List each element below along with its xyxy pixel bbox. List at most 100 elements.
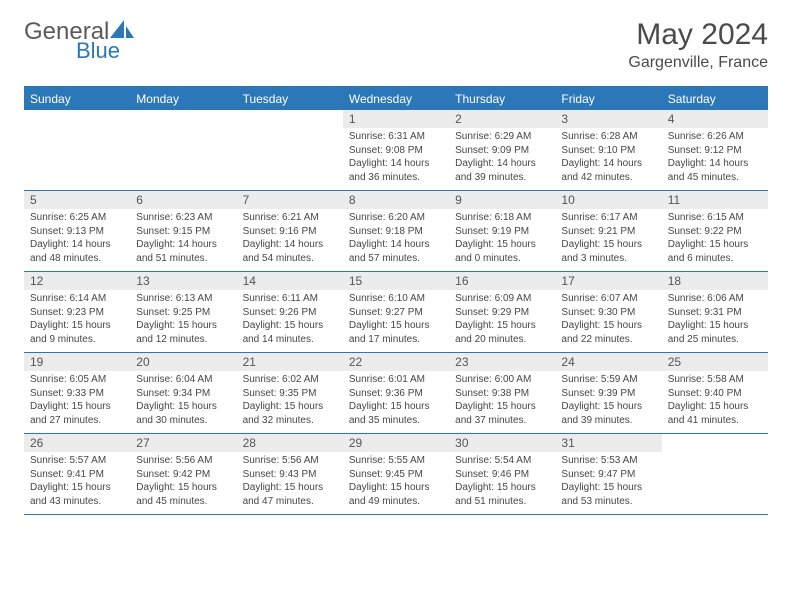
title-block: May 2024 Gargenville, France [628, 18, 768, 72]
sunset-text: Sunset: 9:31 PM [668, 306, 762, 320]
empty-day [237, 110, 343, 128]
week-row: 12Sunrise: 6:14 AMSunset: 9:23 PMDayligh… [24, 272, 768, 353]
day-cell: 23Sunrise: 6:00 AMSunset: 9:38 PMDayligh… [449, 353, 555, 433]
sunset-text: Sunset: 9:30 PM [561, 306, 655, 320]
day-cell: 25Sunrise: 5:58 AMSunset: 9:40 PMDayligh… [662, 353, 768, 433]
day-info: Sunrise: 5:54 AMSunset: 9:46 PMDaylight:… [449, 452, 555, 512]
day-cell [130, 110, 236, 190]
day-info: Sunrise: 6:14 AMSunset: 9:23 PMDaylight:… [24, 290, 130, 350]
day-info: Sunrise: 5:53 AMSunset: 9:47 PMDaylight:… [555, 452, 661, 512]
logo-text-blue: Blue [76, 38, 120, 64]
sunset-text: Sunset: 9:26 PM [243, 306, 337, 320]
day-number: 26 [24, 434, 130, 452]
day-info: Sunrise: 6:10 AMSunset: 9:27 PMDaylight:… [343, 290, 449, 350]
sunrise-text: Sunrise: 6:09 AM [455, 292, 549, 306]
day-number: 4 [662, 110, 768, 128]
day-cell [662, 434, 768, 514]
sunset-text: Sunset: 9:23 PM [30, 306, 124, 320]
daylight-text-2: and 36 minutes. [349, 171, 443, 185]
sunset-text: Sunset: 9:38 PM [455, 387, 549, 401]
daylight-text-1: Daylight: 14 hours [243, 238, 337, 252]
day-number: 28 [237, 434, 343, 452]
weekday-label: Tuesday [237, 88, 343, 110]
sunset-text: Sunset: 9:39 PM [561, 387, 655, 401]
day-cell: 5Sunrise: 6:25 AMSunset: 9:13 PMDaylight… [24, 191, 130, 271]
day-number: 27 [130, 434, 236, 452]
sunset-text: Sunset: 9:09 PM [455, 144, 549, 158]
sunrise-text: Sunrise: 5:55 AM [349, 454, 443, 468]
day-number: 2 [449, 110, 555, 128]
weekday-label: Thursday [449, 88, 555, 110]
day-info: Sunrise: 6:18 AMSunset: 9:19 PMDaylight:… [449, 209, 555, 269]
day-cell: 19Sunrise: 6:05 AMSunset: 9:33 PMDayligh… [24, 353, 130, 433]
week-row: 26Sunrise: 5:57 AMSunset: 9:41 PMDayligh… [24, 434, 768, 515]
day-cell: 24Sunrise: 5:59 AMSunset: 9:39 PMDayligh… [555, 353, 661, 433]
day-info: Sunrise: 5:58 AMSunset: 9:40 PMDaylight:… [662, 371, 768, 431]
day-info: Sunrise: 5:55 AMSunset: 9:45 PMDaylight:… [343, 452, 449, 512]
daylight-text-2: and 49 minutes. [349, 495, 443, 509]
day-number: 8 [343, 191, 449, 209]
day-number: 19 [24, 353, 130, 371]
daylight-text-2: and 30 minutes. [136, 414, 230, 428]
day-number: 17 [555, 272, 661, 290]
header: GeneralBlue May 2024 Gargenville, France [24, 18, 768, 72]
daylight-text-2: and 22 minutes. [561, 333, 655, 347]
calendar-page: GeneralBlue May 2024 Gargenville, France… [0, 0, 792, 533]
day-info: Sunrise: 6:09 AMSunset: 9:29 PMDaylight:… [449, 290, 555, 350]
empty-day [24, 110, 130, 128]
sunset-text: Sunset: 9:46 PM [455, 468, 549, 482]
sunset-text: Sunset: 9:22 PM [668, 225, 762, 239]
sunset-text: Sunset: 9:15 PM [136, 225, 230, 239]
day-number: 22 [343, 353, 449, 371]
day-cell: 30Sunrise: 5:54 AMSunset: 9:46 PMDayligh… [449, 434, 555, 514]
sunrise-text: Sunrise: 6:00 AM [455, 373, 549, 387]
weekday-label: Sunday [24, 88, 130, 110]
daylight-text-1: Daylight: 14 hours [561, 157, 655, 171]
logo-sail-icon [110, 20, 136, 40]
sunrise-text: Sunrise: 5:56 AM [136, 454, 230, 468]
day-number: 16 [449, 272, 555, 290]
location-label: Gargenville, France [628, 54, 768, 72]
day-info: Sunrise: 5:56 AMSunset: 9:43 PMDaylight:… [237, 452, 343, 512]
day-cell: 15Sunrise: 6:10 AMSunset: 9:27 PMDayligh… [343, 272, 449, 352]
daylight-text-1: Daylight: 15 hours [30, 319, 124, 333]
day-number: 7 [237, 191, 343, 209]
daylight-text-1: Daylight: 15 hours [668, 400, 762, 414]
day-number: 31 [555, 434, 661, 452]
day-cell: 4Sunrise: 6:26 AMSunset: 9:12 PMDaylight… [662, 110, 768, 190]
day-cell: 27Sunrise: 5:56 AMSunset: 9:42 PMDayligh… [130, 434, 236, 514]
daylight-text-2: and 6 minutes. [668, 252, 762, 266]
daylight-text-1: Daylight: 15 hours [455, 319, 549, 333]
weekday-header: SundayMondayTuesdayWednesdayThursdayFrid… [24, 88, 768, 110]
daylight-text-1: Daylight: 15 hours [243, 481, 337, 495]
daylight-text-2: and 41 minutes. [668, 414, 762, 428]
day-number: 29 [343, 434, 449, 452]
daylight-text-1: Daylight: 15 hours [349, 481, 443, 495]
day-cell: 10Sunrise: 6:17 AMSunset: 9:21 PMDayligh… [555, 191, 661, 271]
day-info: Sunrise: 6:28 AMSunset: 9:10 PMDaylight:… [555, 128, 661, 188]
empty-day [662, 434, 768, 452]
day-cell: 16Sunrise: 6:09 AMSunset: 9:29 PMDayligh… [449, 272, 555, 352]
sunrise-text: Sunrise: 6:15 AM [668, 211, 762, 225]
day-cell: 11Sunrise: 6:15 AMSunset: 9:22 PMDayligh… [662, 191, 768, 271]
daylight-text-1: Daylight: 15 hours [561, 238, 655, 252]
week-row: 19Sunrise: 6:05 AMSunset: 9:33 PMDayligh… [24, 353, 768, 434]
day-info: Sunrise: 6:21 AMSunset: 9:16 PMDaylight:… [237, 209, 343, 269]
daylight-text-2: and 42 minutes. [561, 171, 655, 185]
day-cell: 12Sunrise: 6:14 AMSunset: 9:23 PMDayligh… [24, 272, 130, 352]
day-cell: 13Sunrise: 6:13 AMSunset: 9:25 PMDayligh… [130, 272, 236, 352]
sunrise-text: Sunrise: 6:31 AM [349, 130, 443, 144]
sunset-text: Sunset: 9:41 PM [30, 468, 124, 482]
day-cell: 6Sunrise: 6:23 AMSunset: 9:15 PMDaylight… [130, 191, 236, 271]
week-row: 1Sunrise: 6:31 AMSunset: 9:08 PMDaylight… [24, 110, 768, 191]
day-info: Sunrise: 6:15 AMSunset: 9:22 PMDaylight:… [662, 209, 768, 269]
sunset-text: Sunset: 9:25 PM [136, 306, 230, 320]
day-info: Sunrise: 5:56 AMSunset: 9:42 PMDaylight:… [130, 452, 236, 512]
daylight-text-1: Daylight: 15 hours [349, 400, 443, 414]
sunset-text: Sunset: 9:19 PM [455, 225, 549, 239]
daylight-text-2: and 35 minutes. [349, 414, 443, 428]
daylight-text-2: and 25 minutes. [668, 333, 762, 347]
sunset-text: Sunset: 9:42 PM [136, 468, 230, 482]
daylight-text-2: and 48 minutes. [30, 252, 124, 266]
daylight-text-1: Daylight: 15 hours [136, 400, 230, 414]
